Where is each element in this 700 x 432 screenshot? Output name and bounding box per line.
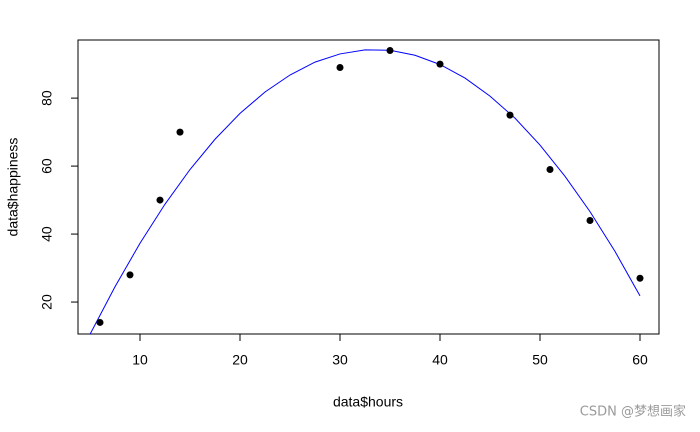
fit-curve bbox=[89, 49, 641, 334]
point bbox=[546, 165, 554, 173]
y-tick-label: 20 bbox=[39, 294, 55, 310]
x-tick-label: 60 bbox=[632, 352, 648, 368]
y-tick-label: 60 bbox=[39, 158, 55, 174]
x-tick-label: 20 bbox=[232, 352, 248, 368]
point bbox=[96, 318, 104, 326]
point bbox=[436, 60, 444, 68]
point bbox=[176, 128, 184, 136]
watermark: CSDN @梦想画家 bbox=[580, 404, 686, 420]
x-axis-label: data$hours bbox=[333, 394, 403, 410]
point bbox=[586, 216, 594, 224]
y-axis-label: data$happiness bbox=[5, 138, 21, 237]
x-tick-label: 30 bbox=[332, 352, 348, 368]
point bbox=[386, 47, 394, 55]
y-tick-label: 80 bbox=[39, 90, 55, 106]
x-tick-label: 50 bbox=[532, 352, 548, 368]
x-tick-label: 10 bbox=[132, 352, 148, 368]
point bbox=[636, 274, 644, 282]
point bbox=[506, 111, 514, 119]
point bbox=[336, 64, 344, 72]
y-tick-label: 40 bbox=[39, 226, 55, 242]
point bbox=[156, 196, 164, 204]
x-tick-label: 40 bbox=[432, 352, 448, 368]
point bbox=[126, 271, 134, 279]
plot-frame bbox=[77, 39, 660, 335]
